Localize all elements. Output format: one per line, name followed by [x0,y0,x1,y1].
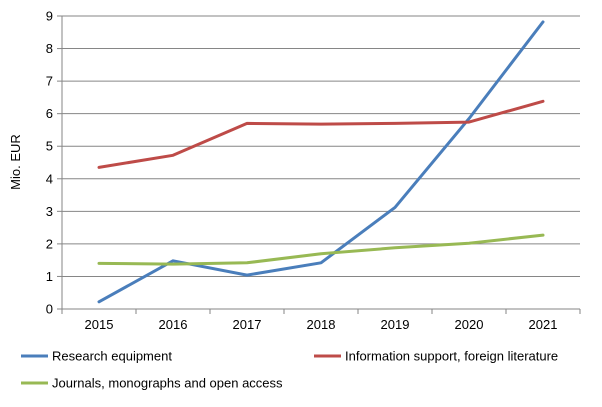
series-lines [97,20,545,304]
y-tick-label: 5 [46,139,53,154]
y-tick-label: 4 [46,171,53,186]
y-tick-label: 8 [46,41,53,56]
series-line-1 [97,99,545,169]
x-tick-label: 2021 [529,317,558,332]
legend-item-0: Research equipment [21,349,172,364]
series-line-0 [97,20,545,304]
x-tick-label: 2019 [381,317,410,332]
x-axis-ticks: 2015 2016 2017 2018 2019 2020 2021 [61,309,581,332]
y-axis-label: Mio. EUR [8,134,23,190]
y-tick-label: 2 [46,236,53,251]
y-tick-label: 3 [46,204,53,219]
plot-area [61,16,580,310]
x-tick-label: 2020 [455,317,484,332]
x-tick-label: 2018 [307,317,336,332]
y-tick-label: 9 [46,9,53,24]
legend-item-2: Journals, monographs and open access [21,376,283,391]
legend-label: Research equipment [52,349,172,364]
legend-label: Information support, foreign literature [345,349,558,364]
x-tick-label: 2016 [159,317,188,332]
x-tick-label: 2015 [85,317,114,332]
y-tick-label: 6 [46,106,53,121]
y-tick-label: 7 [46,74,53,89]
y-axis-ticks: 0 1 2 3 4 5 6 7 8 9 [46,9,62,317]
y-tick-label: 1 [46,269,53,284]
gridlines [62,15,580,277]
legend: Research equipment Information support, f… [21,349,558,391]
legend-item-1: Information support, foreign literature [314,349,558,364]
legend-label: Journals, monographs and open access [52,376,283,391]
series-line-2 [97,233,545,266]
x-tick-label: 2017 [233,317,262,332]
y-tick-label: 0 [46,302,53,317]
